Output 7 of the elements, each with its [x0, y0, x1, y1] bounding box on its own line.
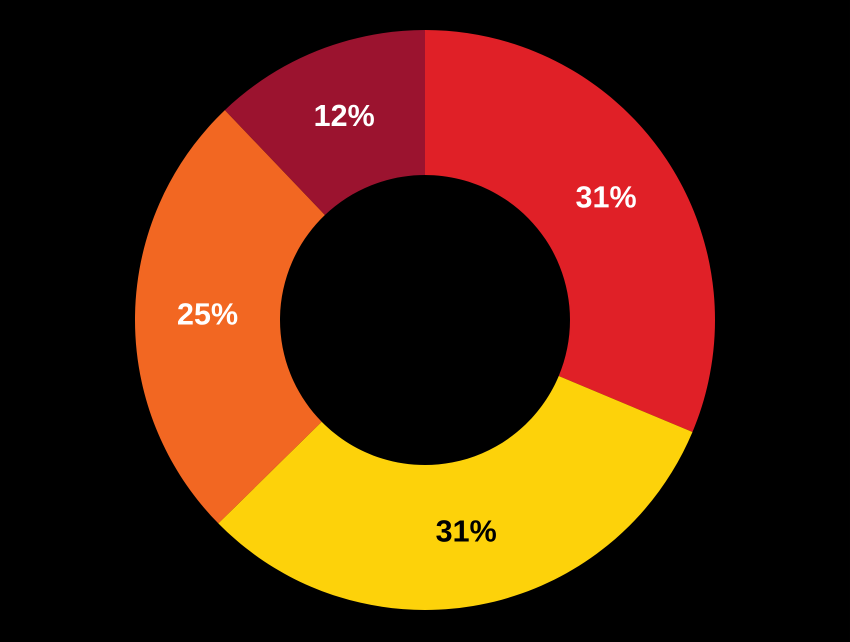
donut-slice: [224, 30, 425, 216]
donut-slice: [218, 376, 692, 610]
data-label: 31%: [576, 186, 636, 208]
data-label: 25%: [178, 303, 238, 325]
donut-slice: [425, 30, 715, 432]
data-label: 31%: [436, 520, 496, 542]
data-label: 12%: [316, 104, 374, 126]
